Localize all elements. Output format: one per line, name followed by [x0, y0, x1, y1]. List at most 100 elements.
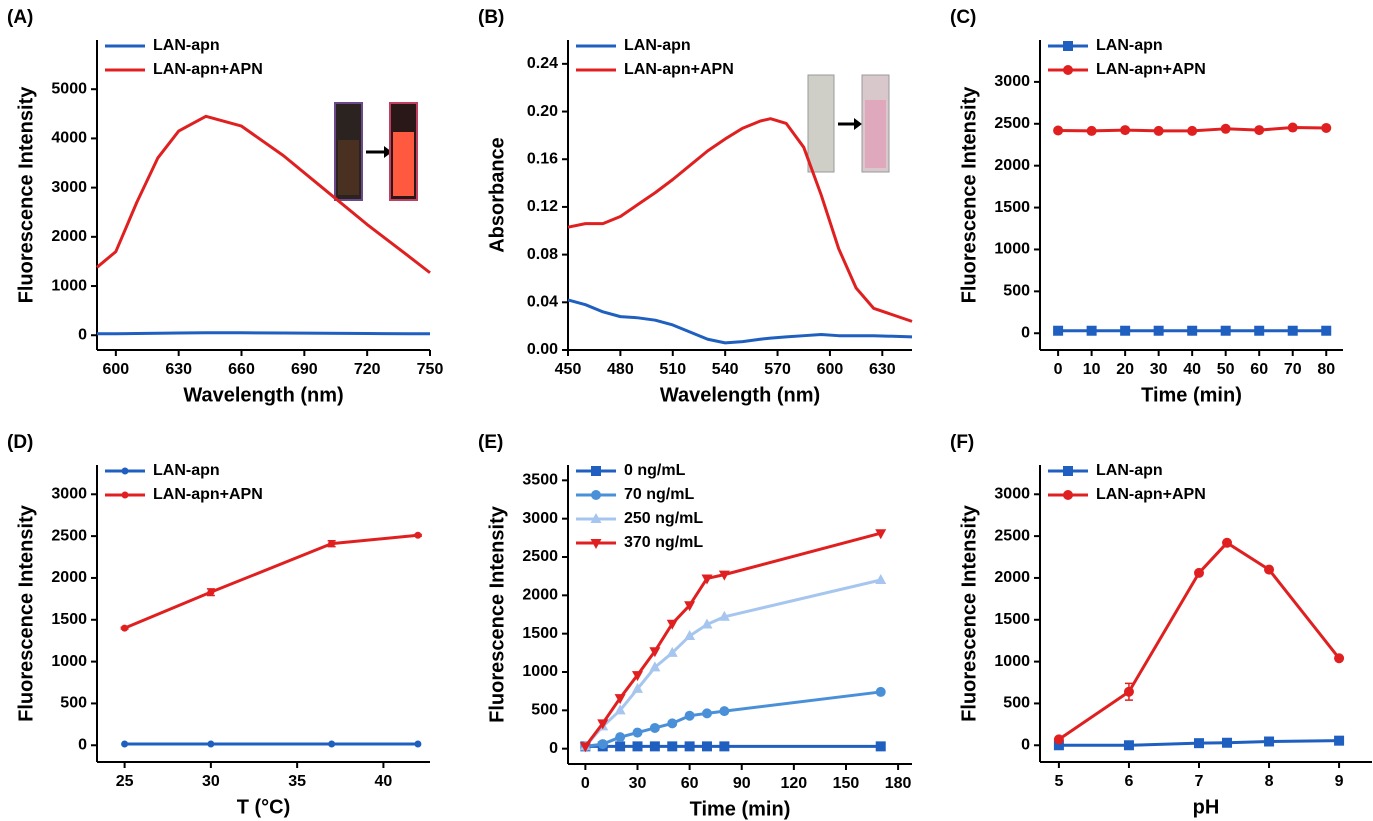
- marker: [1287, 122, 1298, 133]
- marker: [1120, 325, 1131, 336]
- x-tick-label: 30: [629, 775, 647, 792]
- series-line: [567, 298, 913, 345]
- legend-label: LAN-apn: [153, 462, 220, 479]
- marker: [328, 740, 336, 748]
- marker: [684, 710, 695, 721]
- x-tick-label: 30: [202, 773, 220, 790]
- x-tick-label: 480: [607, 361, 634, 378]
- x-tick-label: 90: [733, 775, 751, 792]
- x-tick-label: 570: [764, 361, 791, 378]
- x-tick-label: 600: [817, 361, 844, 378]
- legend-label: LAN-apn+APN: [1096, 486, 1206, 503]
- marker: [1153, 125, 1164, 136]
- x-tick-label: 120: [781, 775, 808, 792]
- x-axis-title: Time (min): [690, 798, 791, 820]
- x-tick-label: 50: [1217, 361, 1235, 378]
- series-line: [585, 690, 881, 748]
- marker: [1264, 736, 1275, 747]
- marker: [121, 491, 129, 499]
- x-tick-label: 70: [1284, 361, 1302, 378]
- marker: [1321, 122, 1332, 133]
- inset-photo-a: [334, 102, 418, 201]
- x-tick-label: 60: [681, 775, 699, 792]
- marker: [632, 741, 643, 752]
- marker: [649, 647, 661, 658]
- marker: [121, 467, 129, 475]
- marker: [667, 718, 678, 729]
- y-tick-label: 0.08: [527, 246, 558, 263]
- y-tick-label: 1000: [522, 663, 558, 680]
- marker: [1254, 125, 1265, 136]
- x-tick-label: 180: [885, 775, 912, 792]
- legend-label: 250 ng/mL: [624, 510, 703, 527]
- marker: [701, 618, 713, 629]
- marker: [684, 601, 696, 612]
- marker: [649, 722, 660, 733]
- x-tick-label: 40: [1183, 361, 1201, 378]
- chart-panel: (A) 0 1000 2000 3000 4000 5000 600 630 660 690 720 7…: [7, 7, 443, 406]
- y-tick-label: 2500: [51, 527, 87, 544]
- marker: [1063, 490, 1073, 500]
- x-tick-label: 660: [228, 361, 255, 378]
- x-tick-label: 9: [1335, 773, 1344, 790]
- marker: [632, 727, 643, 738]
- chart-panel: (E) 0 500 1000 1500 2000 2500 3000 3500 0 30 60 90 12…: [478, 432, 912, 820]
- x-tick-label: 60: [1250, 361, 1268, 378]
- y-tick-label: 2500: [522, 548, 558, 565]
- y-tick-label: 500: [1003, 283, 1030, 300]
- x-tick-label: 7: [1195, 773, 1204, 790]
- legend-label: 0 ng/mL: [624, 462, 686, 479]
- y-tick-label: 3000: [522, 510, 558, 527]
- marker: [875, 686, 886, 697]
- x-tick-label: 630: [165, 361, 192, 378]
- y-tick-label: 0.00: [527, 341, 558, 358]
- y-tick-label: 2000: [51, 569, 87, 586]
- y-tick-label: 500: [1003, 695, 1030, 712]
- x-tick-label: 40: [375, 773, 393, 790]
- marker: [1086, 325, 1097, 336]
- marker: [1053, 734, 1064, 745]
- series-line: [124, 533, 419, 630]
- marker: [591, 466, 601, 476]
- marker: [1222, 537, 1233, 548]
- marker: [591, 490, 601, 500]
- marker: [1321, 325, 1332, 336]
- legend-label: 70 ng/mL: [624, 486, 694, 503]
- y-tick-label: 0: [78, 326, 87, 343]
- legend-label: LAN-apn+APN: [624, 61, 734, 78]
- x-axis-title: Wavelength (nm): [660, 384, 820, 406]
- x-tick-label: 750: [417, 361, 444, 378]
- marker: [1123, 740, 1134, 751]
- x-tick-label: 10: [1083, 361, 1101, 378]
- marker: [718, 570, 730, 581]
- y-axis-title: Fluorescence Intensity: [15, 86, 37, 304]
- marker: [590, 539, 602, 549]
- y-tick-label: 4000: [51, 130, 87, 147]
- series-line: [97, 331, 430, 336]
- marker: [701, 708, 712, 719]
- marker: [631, 682, 643, 693]
- y-tick-label: 3500: [522, 472, 558, 489]
- marker: [875, 529, 887, 540]
- marker: [701, 574, 713, 585]
- marker: [719, 741, 730, 752]
- y-tick-label: 1000: [51, 277, 87, 294]
- y-tick-label: 1500: [994, 199, 1030, 216]
- panel-label: (D): [7, 432, 33, 453]
- y-axis-title: Fluorescence Intensity: [958, 504, 980, 722]
- x-tick-label: 30: [1150, 361, 1168, 378]
- x-tick-label: 25: [116, 773, 134, 790]
- x-tick-label: 35: [288, 773, 306, 790]
- legend-label: LAN-apn+APN: [153, 61, 263, 78]
- x-tick-label: 690: [291, 361, 318, 378]
- panel-label: (E): [478, 432, 503, 453]
- x-tick-label: 20: [1116, 361, 1134, 378]
- marker: [1254, 325, 1265, 336]
- marker: [1187, 125, 1198, 136]
- y-tick-label: 0.04: [527, 294, 558, 311]
- marker: [684, 629, 696, 640]
- panel-label: (A): [7, 7, 33, 28]
- x-tick-label: 0: [1054, 361, 1063, 378]
- series-line: [567, 117, 913, 323]
- y-tick-label: 1000: [994, 241, 1030, 258]
